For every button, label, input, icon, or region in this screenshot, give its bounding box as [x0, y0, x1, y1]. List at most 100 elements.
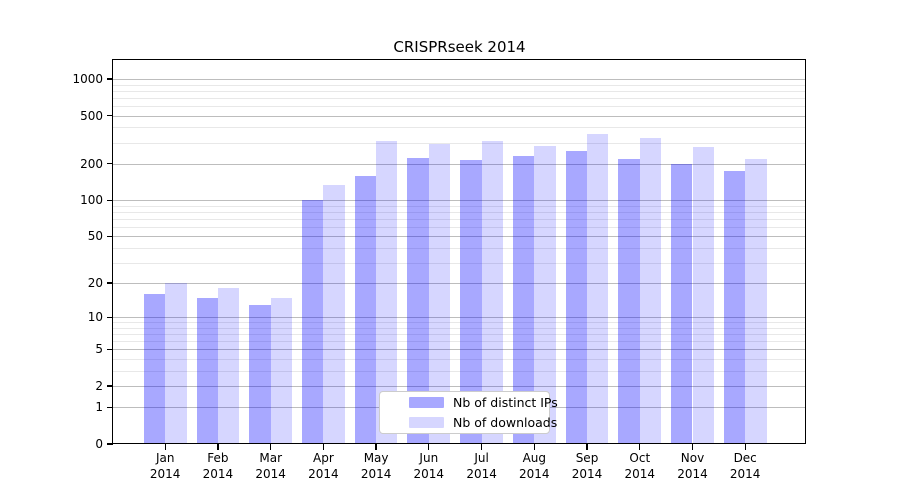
y-tick-label: 20	[87, 276, 103, 291]
minor-gridline	[113, 105, 806, 107]
minor-gridline	[113, 341, 806, 343]
x-axis-tick	[270, 444, 272, 450]
minor-gridline	[113, 211, 806, 213]
major-gridline	[113, 349, 806, 351]
x-tick-label: Mar 2014	[255, 451, 286, 481]
y-tick-label: 10	[87, 310, 103, 325]
y-axis-tick	[107, 348, 113, 350]
major-gridline	[113, 115, 806, 117]
x-tick-label: Apr 2014	[308, 451, 339, 481]
y-tick-label: 100	[80, 193, 103, 208]
y-axis-tick	[107, 235, 113, 237]
y-axis-tick	[107, 443, 113, 445]
bar-dec-downloads	[745, 158, 767, 444]
y-tick-label: 1000	[72, 72, 103, 86]
bar-aug-distinct-ips	[512, 156, 535, 444]
minor-gridline	[113, 142, 806, 144]
x-axis-tick	[375, 444, 377, 450]
y-tick-label: 50	[87, 229, 103, 244]
x-axis-tick	[533, 444, 535, 450]
bar-jun-downloads	[428, 144, 451, 444]
minor-gridline	[113, 90, 806, 92]
legend: Nb of distinct IPs Nb of downloads	[379, 391, 558, 434]
y-tick-label: 500	[80, 108, 103, 123]
major-gridline	[113, 283, 806, 285]
bar-dec-distinct-ips	[723, 170, 746, 444]
bar-mar-distinct-ips	[249, 304, 271, 444]
y-tick-label: 1	[95, 400, 103, 415]
y-axis-tick	[107, 316, 113, 318]
x-axis-tick	[691, 444, 694, 450]
major-gridline	[113, 79, 806, 80]
bar-sep-downloads	[587, 134, 609, 444]
legend-label-distinct-ips: Nb of distinct IPs	[453, 394, 558, 410]
y-axis-tick	[107, 163, 113, 165]
major-gridline	[113, 386, 806, 387]
y-tick-label: 5	[95, 342, 103, 357]
bar-may-distinct-ips	[354, 176, 377, 444]
x-axis-tick	[217, 444, 219, 450]
bar-nov-distinct-ips	[671, 163, 693, 444]
x-axis-tick	[164, 444, 166, 450]
bar-sep-distinct-ips	[565, 151, 587, 444]
legend-entry-downloads: Nb of downloads	[380, 415, 557, 431]
legend-label-downloads: Nb of downloads	[453, 414, 558, 430]
minor-gridline	[113, 370, 806, 372]
x-tick-label: Aug 2014	[519, 451, 550, 481]
bar-apr-distinct-ips	[302, 200, 324, 444]
x-axis-tick	[322, 444, 325, 450]
major-gridline	[113, 163, 806, 165]
bar-aug-downloads	[534, 146, 556, 444]
minor-gridline	[113, 84, 806, 86]
minor-gridline	[113, 127, 806, 129]
minor-gridline	[113, 247, 806, 249]
legend-swatch-distinct-ips	[409, 396, 444, 409]
chart-title: CRISPRseek 2014	[393, 38, 526, 56]
x-axis-tick	[639, 444, 641, 450]
x-tick-label: Jun 2014	[413, 451, 445, 481]
minor-gridline	[113, 218, 806, 220]
bar-feb-distinct-ips	[196, 297, 218, 444]
x-tick-label: Jan 2014	[149, 451, 181, 481]
x-tick-label: Sep 2014	[571, 451, 603, 481]
y-axis-tick	[107, 199, 113, 201]
y-axis-tick	[107, 406, 113, 409]
bar-oct-downloads	[639, 138, 662, 444]
minor-gridline	[113, 322, 806, 324]
bar-jan-distinct-ips	[143, 294, 166, 444]
y-tick-label: 200	[80, 156, 103, 171]
minor-gridline	[113, 327, 806, 329]
major-gridline	[113, 236, 806, 238]
x-tick-label: Jul 2014	[466, 451, 497, 481]
bar-jun-distinct-ips	[407, 157, 429, 444]
bar-oct-distinct-ips	[618, 158, 640, 444]
major-gridline	[113, 200, 806, 202]
y-axis-tick	[107, 114, 113, 117]
x-axis-tick	[586, 444, 588, 450]
x-axis-tick	[480, 444, 483, 450]
major-gridline	[113, 317, 806, 319]
minor-gridline	[113, 97, 806, 99]
x-tick-label: Oct 2014	[624, 451, 656, 481]
x-tick-label: May 2014	[360, 451, 392, 481]
bar-jan-downloads	[165, 283, 187, 444]
legend-swatch-downloads	[409, 416, 444, 429]
bar-may-downloads	[376, 141, 398, 444]
minor-gridline	[113, 205, 806, 207]
minor-gridline	[113, 226, 806, 228]
minor-gridline	[113, 262, 806, 264]
x-tick-label: Feb 2014	[202, 451, 234, 481]
y-axis-tick	[107, 385, 113, 387]
x-axis-tick	[428, 444, 430, 450]
x-axis-tick	[744, 444, 746, 450]
y-axis-tick	[107, 78, 113, 80]
bar-jul-distinct-ips	[460, 159, 482, 444]
bar-mar-downloads	[270, 297, 293, 444]
y-axis-tick	[107, 282, 113, 284]
y-tick-label: 0	[95, 437, 103, 451]
minor-gridline	[113, 359, 806, 360]
bar-apr-downloads	[323, 184, 345, 444]
x-tick-label: Nov 2014	[677, 451, 708, 481]
minor-gridline	[113, 334, 806, 336]
